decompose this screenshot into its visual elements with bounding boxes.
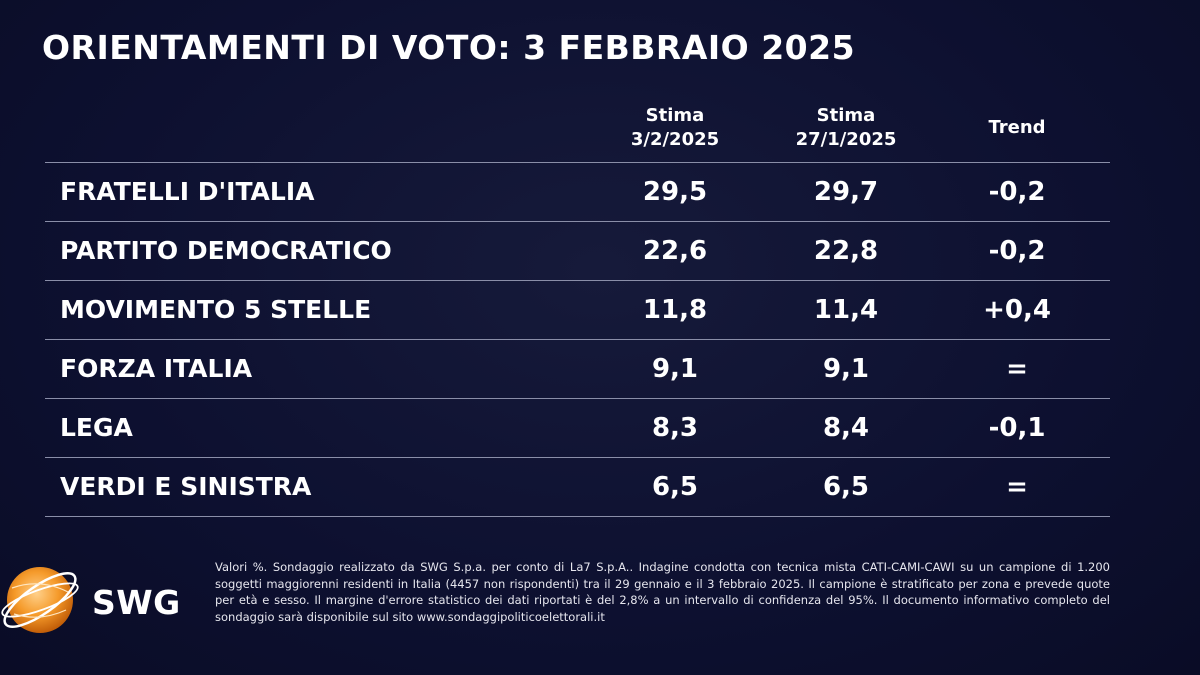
swg-globe-icon: [1, 567, 79, 633]
value-previous: 9,1: [822, 354, 870, 384]
value-previous: 29,7: [813, 177, 879, 207]
value-trend: =: [1006, 354, 1028, 384]
header-estimate-current: Stima 3/2/2025: [605, 104, 745, 152]
value-current: 11,8: [642, 295, 708, 325]
value-trend: +0,4: [983, 295, 1051, 325]
header-estimate-previous-label: Stima: [816, 105, 876, 126]
table-row: MOVIMENTO 5 STELLE 11,8 11,4 +0,4: [45, 281, 1110, 340]
value-previous: 6,5: [822, 472, 870, 502]
table-row: LEGA 8,3 8,4 -0,1: [45, 399, 1110, 458]
party-name: LEGA: [60, 413, 133, 442]
value-trend: -0,2: [988, 177, 1046, 207]
table-row: PARTITO DEMOCRATICO 22,6 22,8 -0,2: [45, 222, 1110, 281]
header-estimate-current-label: Stima: [645, 105, 705, 126]
value-trend: -0,1: [988, 413, 1046, 443]
value-previous: 11,4: [813, 295, 879, 325]
value-current: 8,3: [651, 413, 699, 443]
value-current: 22,6: [642, 236, 708, 266]
header-estimate-current-date: 3/2/2025: [630, 129, 720, 150]
header-estimate-previous: Stima 27/1/2025: [776, 104, 916, 152]
header-estimate-previous-date: 27/1/2025: [795, 129, 897, 150]
page-title: ORIENTAMENTI DI VOTO: 3 FEBBRAIO 2025: [42, 28, 856, 67]
poll-table: Stima 3/2/2025 Stima 27/1/2025 Trend FRA…: [45, 100, 1110, 517]
value-trend: -0,2: [988, 236, 1046, 266]
header-trend: Trend: [988, 117, 1046, 138]
value-previous: 22,8: [813, 236, 879, 266]
value-trend: =: [1006, 472, 1028, 502]
table-row: FRATELLI D'ITALIA 29,5 29,7 -0,2: [45, 163, 1110, 222]
value-previous: 8,4: [822, 413, 870, 443]
table-row: VERDI E SINISTRA 6,5 6,5 =: [45, 458, 1110, 517]
swg-logo-text: SWG: [92, 583, 181, 622]
table-body: FRATELLI D'ITALIA 29,5 29,7 -0,2 PARTITO DEM…: [45, 163, 1110, 517]
party-name: VERDI E SINISTRA: [60, 472, 312, 501]
party-name: MOVIMENTO 5 STELLE: [60, 295, 372, 324]
table-row: FORZA ITALIA 9,1 9,1 =: [45, 340, 1110, 399]
table-header: Stima 3/2/2025 Stima 27/1/2025 Trend: [45, 100, 1110, 163]
value-current: 9,1: [651, 354, 699, 384]
footnote: Valori %. Sondaggio realizzato da SWG S.…: [215, 560, 1110, 624]
party-name: PARTITO DEMOCRATICO: [60, 236, 392, 265]
value-current: 29,5: [642, 177, 708, 207]
value-current: 6,5: [651, 472, 699, 502]
party-name: FRATELLI D'ITALIA: [60, 177, 315, 206]
party-name: FORZA ITALIA: [60, 354, 253, 383]
